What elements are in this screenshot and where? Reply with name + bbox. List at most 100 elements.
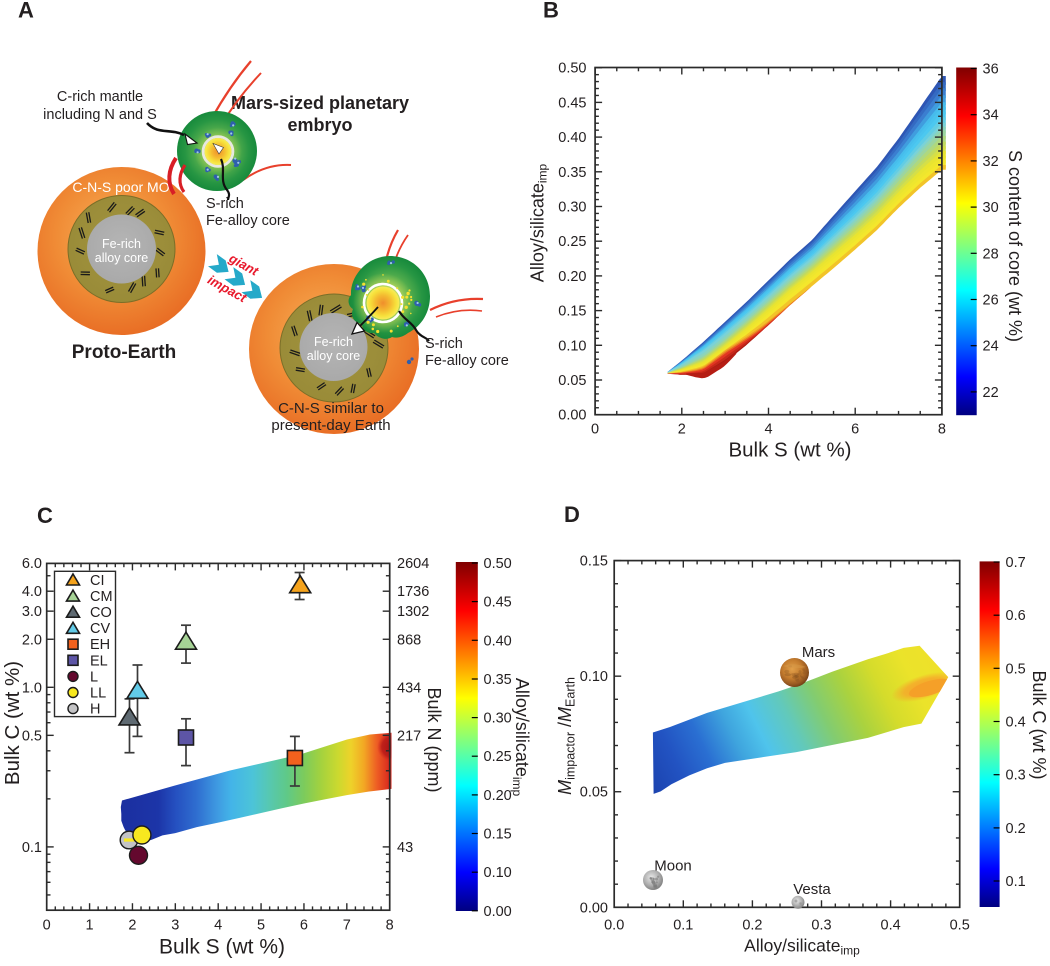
svg-text:including N and S: including N and S bbox=[43, 107, 157, 123]
svg-text:EH: EH bbox=[90, 637, 110, 653]
svg-text:Proto-Earth: Proto-Earth bbox=[72, 342, 177, 363]
svg-text:0.0: 0.0 bbox=[604, 918, 624, 934]
svg-text:1: 1 bbox=[86, 918, 94, 934]
svg-text:C-N-S similar to: C-N-S similar to bbox=[278, 400, 384, 417]
svg-text:0.40: 0.40 bbox=[484, 633, 512, 649]
svg-text:S content of core (wt %): S content of core (wt %) bbox=[1005, 150, 1025, 342]
svg-text:6.0: 6.0 bbox=[22, 556, 42, 572]
svg-text:embryo: embryo bbox=[287, 115, 352, 135]
svg-text:Mars: Mars bbox=[802, 644, 835, 661]
svg-text:1.0: 1.0 bbox=[22, 680, 42, 696]
svg-text:0.20: 0.20 bbox=[558, 269, 586, 285]
svg-text:4.0: 4.0 bbox=[22, 584, 42, 600]
svg-text:43: 43 bbox=[397, 840, 413, 856]
svg-text:8: 8 bbox=[938, 422, 946, 438]
svg-text:C-rich mantle: C-rich mantle bbox=[57, 89, 143, 105]
svg-text:0.00: 0.00 bbox=[484, 904, 512, 920]
svg-text:0.15: 0.15 bbox=[558, 304, 586, 320]
svg-text:Vesta: Vesta bbox=[793, 881, 831, 898]
svg-text:217: 217 bbox=[397, 728, 421, 744]
svg-text:0.30: 0.30 bbox=[558, 200, 586, 216]
svg-text:0: 0 bbox=[43, 918, 51, 934]
svg-text:0.50: 0.50 bbox=[558, 61, 586, 77]
svg-text:28: 28 bbox=[983, 246, 999, 262]
svg-text:0.20: 0.20 bbox=[484, 788, 512, 804]
svg-text:4: 4 bbox=[214, 918, 222, 934]
svg-text:D: D bbox=[564, 502, 580, 527]
svg-text:36: 36 bbox=[983, 62, 999, 78]
svg-text:3: 3 bbox=[171, 918, 179, 934]
svg-text:0.25: 0.25 bbox=[484, 749, 512, 765]
svg-text:0.10: 0.10 bbox=[484, 865, 512, 881]
svg-text:0.1: 0.1 bbox=[1006, 874, 1026, 890]
svg-text:Bulk C (wt %): Bulk C (wt %) bbox=[1, 661, 24, 785]
svg-text:Fe-rich: Fe-rich bbox=[314, 335, 353, 349]
svg-text:0.35: 0.35 bbox=[558, 165, 586, 181]
svg-text:present-day Earth: present-day Earth bbox=[271, 417, 390, 434]
svg-text:B: B bbox=[543, 0, 559, 23]
svg-text:7: 7 bbox=[343, 918, 351, 934]
svg-text:C: C bbox=[37, 503, 53, 528]
svg-text:Moon: Moon bbox=[654, 858, 692, 875]
svg-text:0.50: 0.50 bbox=[484, 556, 512, 572]
svg-text:8: 8 bbox=[386, 918, 394, 934]
svg-text:0.10: 0.10 bbox=[580, 669, 608, 685]
svg-text:30: 30 bbox=[983, 200, 999, 216]
svg-text:Bulk S (wt %): Bulk S (wt %) bbox=[159, 936, 285, 959]
svg-text:0.45: 0.45 bbox=[558, 95, 586, 111]
svg-text:EL: EL bbox=[90, 653, 108, 669]
svg-text:alloy core: alloy core bbox=[307, 349, 361, 363]
svg-text:Bulk N (ppm): Bulk N (ppm) bbox=[424, 687, 444, 792]
svg-text:S-rich: S-rich bbox=[206, 196, 244, 212]
svg-text:0.7: 0.7 bbox=[1006, 555, 1026, 571]
svg-text:0.05: 0.05 bbox=[558, 373, 586, 389]
svg-text:2: 2 bbox=[678, 422, 686, 438]
svg-text:0.00: 0.00 bbox=[580, 900, 608, 916]
svg-text:0.45: 0.45 bbox=[484, 595, 512, 611]
svg-text:6: 6 bbox=[851, 422, 859, 438]
svg-text:C-N-S poor MO: C-N-S poor MO bbox=[72, 179, 169, 195]
svg-text:24: 24 bbox=[983, 339, 999, 355]
svg-text:0.2: 0.2 bbox=[742, 918, 762, 934]
svg-text:0.5: 0.5 bbox=[950, 918, 970, 934]
svg-text:0.15: 0.15 bbox=[484, 827, 512, 843]
svg-text:0: 0 bbox=[591, 422, 599, 438]
svg-text:3.0: 3.0 bbox=[22, 604, 42, 620]
svg-text:26: 26 bbox=[983, 293, 999, 309]
svg-text:CI: CI bbox=[90, 573, 105, 589]
svg-text:0.5: 0.5 bbox=[22, 728, 42, 744]
svg-text:5: 5 bbox=[257, 918, 265, 934]
svg-text:868: 868 bbox=[397, 632, 421, 648]
svg-text:32: 32 bbox=[983, 154, 999, 170]
svg-text:S-rich: S-rich bbox=[425, 336, 463, 352]
svg-text:0.3: 0.3 bbox=[1006, 768, 1026, 784]
svg-text:0.4: 0.4 bbox=[1006, 715, 1026, 731]
svg-text:0.30: 0.30 bbox=[484, 711, 512, 727]
svg-text:CV: CV bbox=[90, 621, 110, 637]
svg-text:0.3: 0.3 bbox=[811, 918, 831, 934]
svg-text:0.25: 0.25 bbox=[558, 234, 586, 250]
svg-text:A: A bbox=[18, 0, 34, 23]
svg-text:LL: LL bbox=[90, 686, 106, 702]
svg-text:CM: CM bbox=[90, 589, 113, 605]
svg-text:0.15: 0.15 bbox=[580, 554, 608, 570]
svg-text:0.10: 0.10 bbox=[558, 338, 586, 354]
svg-text:0.6: 0.6 bbox=[1006, 608, 1026, 624]
svg-text:34: 34 bbox=[983, 108, 999, 124]
svg-text:2604: 2604 bbox=[397, 556, 429, 572]
svg-text:0.05: 0.05 bbox=[580, 785, 608, 801]
svg-text:Bulk S (wt %): Bulk S (wt %) bbox=[728, 439, 851, 462]
svg-text:0.40: 0.40 bbox=[558, 130, 586, 146]
svg-text:Mars-sized planetary: Mars-sized planetary bbox=[231, 93, 409, 113]
svg-text:0.4: 0.4 bbox=[881, 918, 901, 934]
svg-text:0.35: 0.35 bbox=[484, 672, 512, 688]
svg-text:0.2: 0.2 bbox=[1006, 821, 1026, 837]
svg-text:434: 434 bbox=[397, 680, 421, 696]
svg-text:Bulk C (wt %): Bulk C (wt %) bbox=[1029, 670, 1049, 779]
svg-text:2.0: 2.0 bbox=[22, 632, 42, 648]
svg-text:0.1: 0.1 bbox=[673, 918, 693, 934]
svg-text:6: 6 bbox=[300, 918, 308, 934]
svg-text:alloy core: alloy core bbox=[95, 251, 149, 265]
svg-text:0.1: 0.1 bbox=[22, 840, 42, 856]
svg-text:H: H bbox=[90, 702, 100, 718]
